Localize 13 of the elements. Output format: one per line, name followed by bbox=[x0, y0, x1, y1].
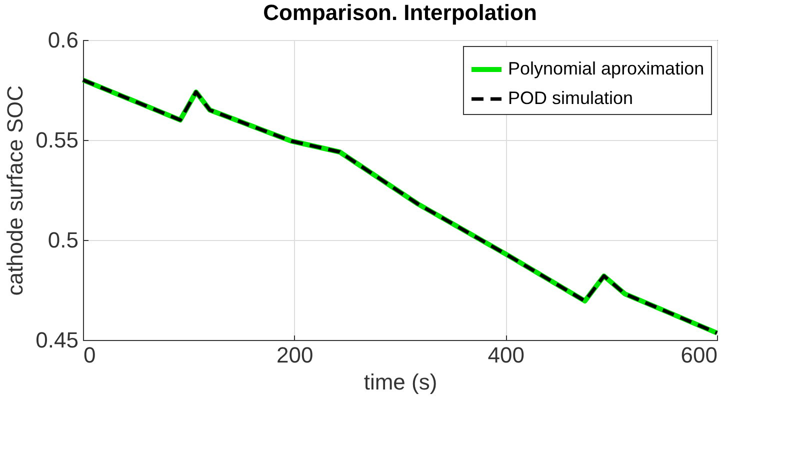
y-tick-label: 0.55 bbox=[36, 128, 78, 152]
y-tick-label: 0.5 bbox=[48, 228, 78, 252]
x-tick-label: 400 bbox=[488, 342, 525, 368]
y-axis-title: cathode surface SOC bbox=[2, 85, 28, 296]
y-tick-label: 0.45 bbox=[36, 328, 78, 352]
x-axis-title: time (s) bbox=[364, 370, 438, 394]
legend-label: POD simulation bbox=[508, 88, 634, 108]
x-tick-label: 200 bbox=[276, 342, 314, 368]
chart-title: Comparison. Interpolation bbox=[263, 0, 537, 25]
y-tick-label: 0.6 bbox=[48, 28, 78, 52]
x-tick-label: 0 bbox=[84, 342, 96, 368]
legend-label: Polynomial aproximation bbox=[508, 58, 704, 78]
x-tick-label: 600 bbox=[680, 342, 718, 368]
